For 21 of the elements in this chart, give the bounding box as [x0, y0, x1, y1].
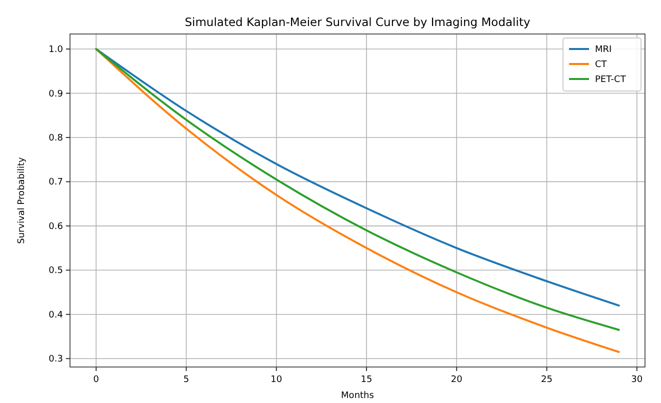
legend-label: MRI [595, 45, 612, 55]
y-axis-title: Survival Probability [17, 156, 27, 244]
x-tick-label: 5 [183, 375, 190, 385]
legend-label: PET-CT [595, 75, 626, 85]
y-tick-label: 0.8 [48, 133, 64, 144]
y-tick-label: 0.9 [48, 89, 64, 100]
x-tick-label: 25 [541, 375, 552, 385]
x-tick-label: 10 [270, 375, 282, 385]
x-tick-label: 0 [93, 375, 100, 385]
x-tick-label: 30 [631, 375, 643, 385]
x-tick-label: 15 [360, 375, 372, 385]
legend-label: CT [595, 60, 608, 70]
y-tick-label: 0.7 [48, 178, 63, 188]
x-tick-label: 20 [450, 375, 463, 385]
y-tick-label: 0.3 [48, 354, 63, 365]
y-tick-label: 1.0 [48, 45, 64, 56]
y-tick-label: 0.4 [48, 310, 64, 320]
chart-title: Simulated Kaplan-Meier Survival Curve by Imaging Modality [184, 15, 530, 29]
y-tick-label: 0.6 [48, 222, 64, 232]
x-axis-title: Months [341, 391, 374, 401]
y-tick-label: 0.5 [48, 266, 63, 276]
